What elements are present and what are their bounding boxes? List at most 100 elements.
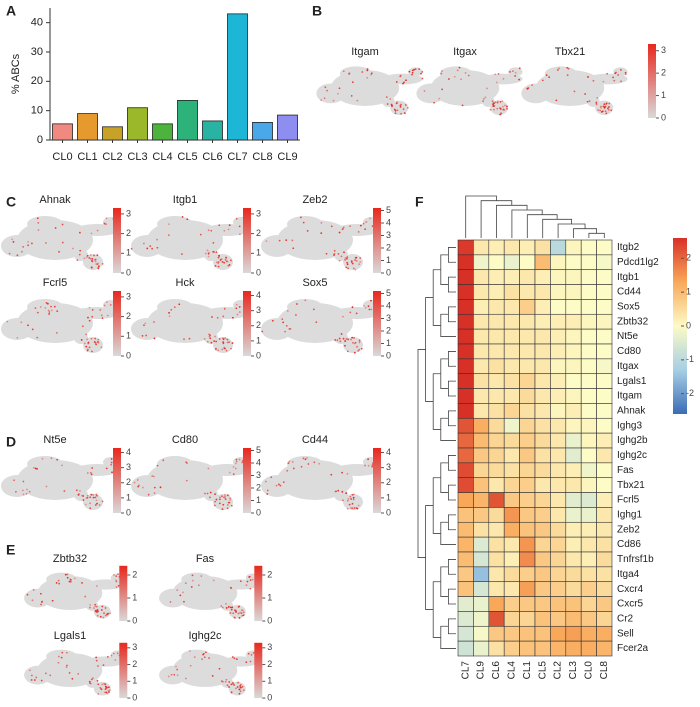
cell xyxy=(226,260,229,263)
heatmap-cell xyxy=(473,403,490,419)
heatmap-cell xyxy=(534,328,551,345)
cell xyxy=(608,108,610,111)
heatmap-cell xyxy=(473,551,490,568)
cell xyxy=(353,342,356,345)
cell xyxy=(286,310,289,312)
cell xyxy=(394,109,397,112)
heatmap-cell xyxy=(550,507,567,523)
heatmap-cell xyxy=(473,284,490,300)
cell xyxy=(295,314,297,316)
cell xyxy=(440,72,443,75)
cell xyxy=(408,70,411,73)
cell xyxy=(218,338,221,340)
cell xyxy=(58,582,61,585)
cell-cloud xyxy=(544,66,578,81)
heatmap-cell xyxy=(503,417,520,434)
cell-cloud xyxy=(439,66,473,81)
cell xyxy=(501,100,504,103)
heatmap-cell xyxy=(550,536,567,553)
cell xyxy=(104,691,106,694)
cell xyxy=(183,600,185,603)
colorbar xyxy=(243,291,251,356)
y-axis-label: % ABCs xyxy=(10,53,22,94)
cell xyxy=(72,247,74,250)
heatmap-cell xyxy=(534,313,551,330)
cell-cloud xyxy=(482,96,495,107)
cell xyxy=(367,458,370,461)
heatmap-cell xyxy=(519,596,536,612)
cell xyxy=(227,228,230,231)
cell xyxy=(215,498,218,501)
cell xyxy=(503,109,506,111)
cell xyxy=(211,674,214,677)
cell xyxy=(334,339,337,341)
feature-title: Sox5 xyxy=(302,277,327,289)
cell xyxy=(79,490,81,492)
cell xyxy=(354,268,357,271)
cell xyxy=(385,96,388,99)
heatmap-cell xyxy=(488,581,505,597)
cell xyxy=(414,68,417,70)
heatmap-cell xyxy=(565,551,582,568)
colorbar-tick-label: 1 xyxy=(386,255,391,265)
cell xyxy=(34,307,37,310)
colorbar xyxy=(373,291,381,356)
cell xyxy=(188,337,191,340)
cell-cloud xyxy=(131,318,163,340)
cell xyxy=(354,257,357,259)
heatmap-cell xyxy=(596,254,613,271)
cell xyxy=(344,257,347,259)
cell xyxy=(337,489,340,492)
colorbar-tick-label: 2 xyxy=(661,68,666,78)
heatmap-cell xyxy=(503,328,520,345)
cell xyxy=(209,337,212,340)
cell xyxy=(222,503,225,506)
heatmap-cell xyxy=(596,388,613,404)
colorbar-tick-label: 1 xyxy=(126,492,131,502)
cell xyxy=(347,267,349,270)
heatmap-cell xyxy=(519,447,536,464)
cell xyxy=(230,683,233,686)
heatmap-cell xyxy=(565,566,582,583)
cell xyxy=(182,591,184,594)
cell xyxy=(238,688,241,691)
heatmap-cell xyxy=(503,299,520,315)
panel-label: C xyxy=(6,194,16,210)
row-label: Zbtb32 xyxy=(617,316,649,327)
row-label: Sell xyxy=(617,628,634,639)
cell xyxy=(151,247,154,250)
cell xyxy=(347,338,350,341)
colorbar-tick-label: 4 xyxy=(256,457,261,467)
cell xyxy=(441,88,443,91)
heatmap-cell xyxy=(565,611,582,627)
cell xyxy=(44,242,47,244)
cell xyxy=(453,75,456,78)
column-dendrogram xyxy=(573,228,597,238)
colorbar-tick-label: -1 xyxy=(686,354,694,364)
cell xyxy=(87,316,89,319)
cell xyxy=(287,462,290,465)
cell xyxy=(484,96,487,99)
cell xyxy=(226,338,229,341)
colorbar-tick-label: 2 xyxy=(386,325,391,335)
cell xyxy=(406,106,409,109)
cell xyxy=(347,338,349,341)
cell xyxy=(238,233,241,236)
cell xyxy=(115,580,118,583)
heatmap-cell xyxy=(580,239,597,256)
heatmap-cell xyxy=(550,625,567,642)
cell xyxy=(499,113,502,116)
cell xyxy=(603,103,606,106)
cell xyxy=(601,110,604,113)
cell xyxy=(226,507,229,510)
cell-cloud xyxy=(334,249,348,261)
cell xyxy=(399,74,402,77)
colorbar-tick-label: 3 xyxy=(126,462,131,472)
cell xyxy=(241,609,244,612)
heatmap-cell xyxy=(473,358,490,375)
cell xyxy=(44,307,47,309)
colorbar-tick-label: 2 xyxy=(126,477,131,487)
cell xyxy=(556,69,559,71)
colorbar-tick-label: 2 xyxy=(256,228,261,238)
heatmap-cell xyxy=(457,403,474,419)
